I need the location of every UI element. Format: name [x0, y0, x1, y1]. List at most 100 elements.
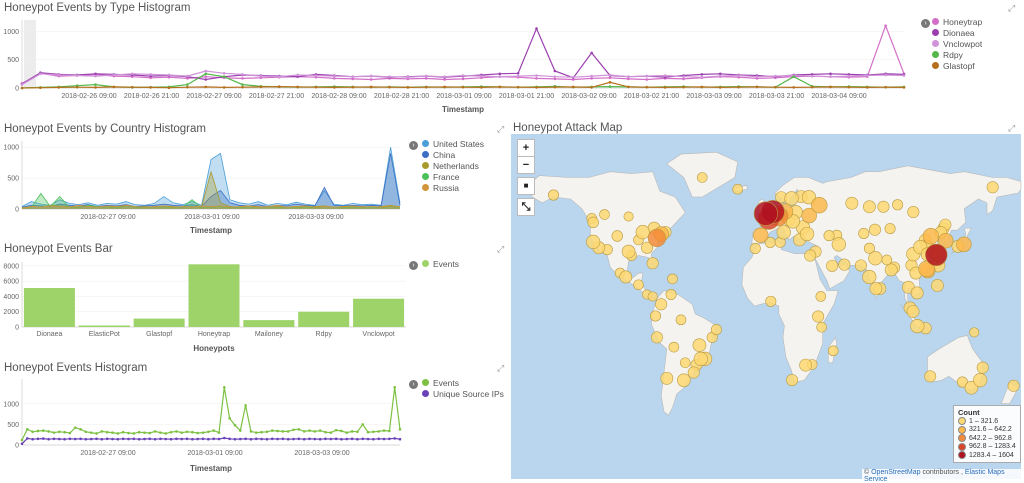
ems-link[interactable]: Elastic Maps Service	[864, 469, 1005, 483]
map-bubble	[907, 206, 920, 219]
data-point	[167, 73, 171, 77]
legend-toggle-icon[interactable]: ›	[409, 261, 418, 270]
expand-icon[interactable]: ⤢	[1008, 123, 1016, 133]
map-bubble	[586, 234, 601, 249]
data-point	[377, 430, 381, 433]
legend-toggle-icon[interactable]: ›	[409, 380, 418, 389]
data-point	[361, 423, 365, 426]
legend-item[interactable]: Vnclowpot	[932, 38, 982, 49]
bar-title: Honeypot Events Bar	[4, 243, 113, 255]
map-legend-label: 1283.4 – 1604	[969, 451, 1014, 459]
bar	[298, 311, 350, 327]
legend-swatch	[422, 173, 429, 180]
data-point	[100, 437, 104, 441]
data-point	[94, 83, 97, 86]
data-point	[535, 86, 538, 89]
legend-label: Glastopf	[943, 60, 975, 71]
map-bubble	[812, 310, 825, 323]
data-point	[351, 85, 355, 89]
y-tick-label: 500	[7, 176, 19, 183]
y-tick-label: 1000	[3, 401, 19, 408]
map-legend-item: 642.2 – 962.8	[958, 434, 1016, 443]
map-bubble	[986, 181, 999, 194]
legend-item[interactable]: France	[422, 171, 484, 182]
legend-item[interactable]: Russia	[422, 182, 484, 193]
legend-item[interactable]: Events	[422, 377, 504, 388]
data-point	[314, 74, 318, 77]
data-point	[185, 430, 189, 434]
map-bubble	[956, 236, 972, 253]
data-point	[233, 437, 237, 441]
legend-item[interactable]: United States	[422, 138, 484, 149]
series-line	[21, 387, 401, 441]
data-point	[314, 85, 318, 89]
legend-item[interactable]: Dionaea	[932, 27, 982, 38]
attack-map[interactable]	[511, 134, 1022, 479]
map-bubble	[854, 259, 867, 272]
expand-icon[interactable]: ⤢	[497, 363, 505, 373]
data-point	[682, 77, 685, 81]
legend-item[interactable]: Honeytrap	[932, 16, 982, 27]
series-line	[21, 204, 401, 209]
data-point	[95, 432, 98, 435]
map-legend-item: 962.8 – 1283.4	[958, 442, 1016, 452]
data-point	[663, 74, 667, 77]
map-bubble	[675, 314, 687, 326]
data-point	[204, 78, 208, 81]
data-point	[608, 76, 612, 80]
data-point	[31, 430, 34, 434]
map-bubble	[973, 373, 988, 388]
data-point	[41, 437, 45, 440]
map-bubble	[599, 209, 610, 220]
data-point	[148, 437, 152, 441]
osm-link[interactable]: OpenStreetMap	[871, 469, 921, 476]
fit-bounds-button[interactable]: ⤡	[517, 198, 535, 216]
data-point	[116, 432, 120, 435]
zoom-in-button[interactable]: +	[517, 139, 535, 157]
legend-item[interactable]: Glastopf	[932, 60, 982, 71]
data-point	[175, 430, 178, 433]
data-point	[112, 85, 116, 89]
legend-label: Rdpy	[943, 49, 963, 60]
legend-swatch	[932, 51, 939, 58]
data-point	[191, 437, 194, 441]
x-tick-label: 2018-03-03 09:00	[686, 93, 741, 100]
data-point	[627, 85, 630, 89]
map-bubble	[892, 199, 904, 211]
y-tick-label: 500	[7, 57, 19, 64]
data-point	[356, 430, 359, 434]
country-hist-title: Honeypot Events by Country Histogram	[4, 123, 206, 135]
legend-toggle-icon[interactable]: ›	[409, 141, 418, 150]
legend-item[interactable]: China	[422, 149, 484, 160]
zoom-out-button[interactable]: −	[517, 156, 535, 174]
map-legend-label: 642.2 – 962.8	[969, 434, 1012, 442]
data-point	[345, 431, 349, 434]
data-point	[186, 85, 189, 89]
expand-icon[interactable]: ⤢	[497, 244, 505, 254]
data-point	[351, 77, 355, 81]
data-point	[204, 72, 208, 76]
expand-icon[interactable]: ⤢	[1008, 3, 1016, 13]
legend-toggle-icon[interactable]: ›	[921, 19, 930, 28]
legend-item[interactable]: Events	[422, 258, 459, 269]
data-point	[241, 73, 244, 76]
map-bubble	[668, 341, 680, 353]
map-bubble	[647, 291, 658, 302]
data-point	[116, 437, 120, 441]
data-point	[553, 69, 557, 73]
draw-filter-button[interactable]: ■	[517, 177, 535, 195]
data-point	[228, 416, 231, 420]
expand-icon[interactable]: ⤢	[497, 124, 505, 134]
legend-item[interactable]: Netherlands	[422, 160, 484, 171]
data-point	[286, 430, 290, 433]
legend-swatch	[932, 62, 939, 69]
data-point	[340, 429, 343, 433]
data-point	[382, 437, 386, 441]
y-tick-label: 0	[15, 443, 19, 450]
legend-item[interactable]: Rdpy	[932, 49, 982, 60]
data-point	[164, 432, 168, 435]
data-point	[130, 72, 134, 76]
legend-item[interactable]: Unique Source IPs	[422, 388, 504, 399]
legend-label: Dionaea	[943, 27, 975, 38]
data-point	[461, 77, 465, 81]
